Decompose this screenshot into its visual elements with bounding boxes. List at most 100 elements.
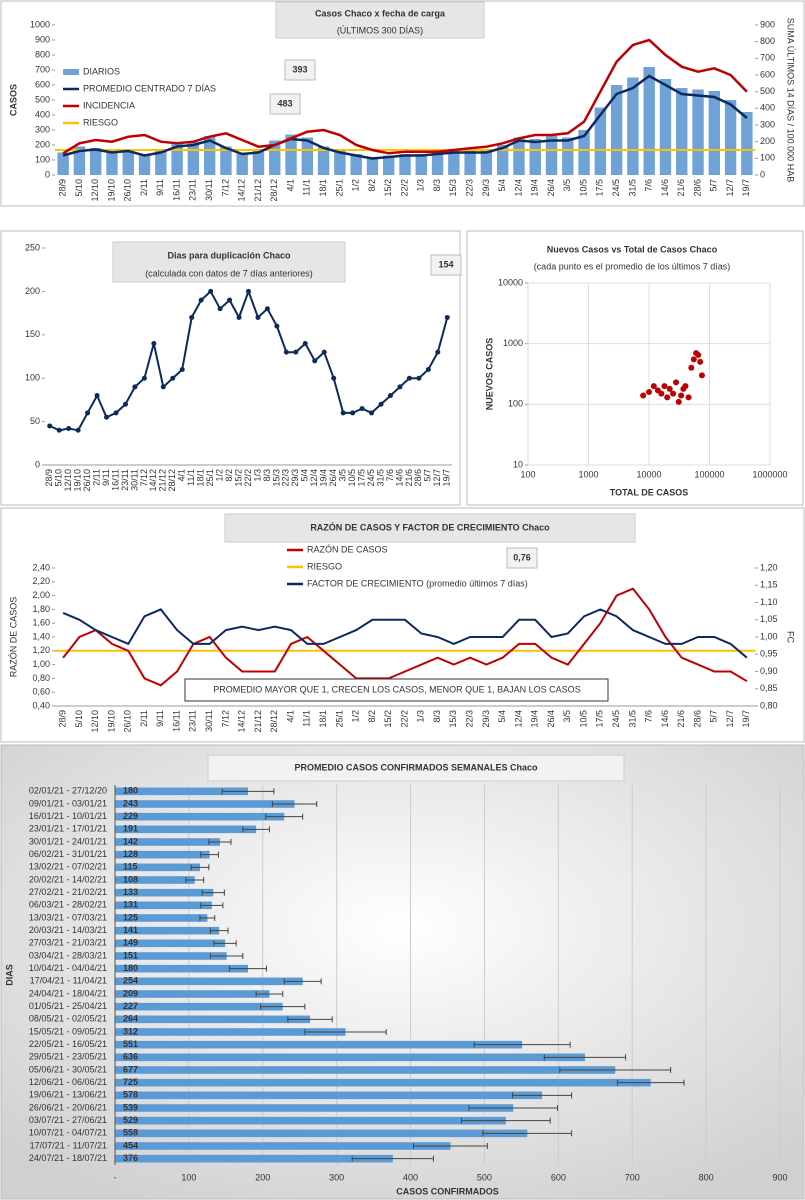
bar <box>187 142 200 175</box>
legend-label: PROMEDIO CENTRADO 7 DÍAS <box>83 83 216 93</box>
value-label: 227 <box>123 1001 138 1011</box>
x-tick-label: 19/10 <box>106 710 116 733</box>
x-tick-label: 7/12 <box>220 179 230 197</box>
marker <box>397 384 403 390</box>
bar <box>562 137 574 175</box>
x-tick-label: 29/3 <box>290 469 300 487</box>
x-tick-label: 12/4 <box>513 179 523 197</box>
point <box>661 383 668 390</box>
yticks-label: 600 <box>35 79 50 89</box>
yticks-label: 400 <box>35 109 50 119</box>
x-tick-label: 21/6 <box>676 179 686 197</box>
x-tick-label: 5/4 <box>497 710 507 723</box>
point <box>690 356 697 363</box>
x-tick-label: 2/11 <box>91 469 101 486</box>
y-tick-label: 26/06/21 - 20/06/21 <box>29 1102 107 1112</box>
y-tick-label: 15/05/21 - 09/05/21 <box>29 1026 107 1036</box>
marker <box>264 306 270 312</box>
x-tick-label: 26/10 <box>123 179 133 202</box>
x-tick-label: 17/5 <box>356 469 366 487</box>
bar <box>545 136 558 175</box>
legend-label: INCIDENCIA <box>83 100 135 110</box>
x-tick-label: 7/12 <box>220 710 230 728</box>
x-tick-label: 22/2 <box>243 469 253 487</box>
x-tick-label: 22/3 <box>464 710 474 728</box>
x-tick-label: 22/3 <box>281 469 291 487</box>
annotation-box <box>269 93 301 115</box>
point <box>698 372 705 379</box>
x-tick-label: 28/9 <box>44 469 54 487</box>
x-tick-label: 4/1 <box>177 469 187 482</box>
chart-subtitle: (ÚLTIMOS 300 DÍAS) <box>337 25 423 35</box>
x-tick-label: 22/2 <box>399 179 409 197</box>
x-tick-label: 12/7 <box>725 710 735 728</box>
point <box>685 394 692 401</box>
bar <box>529 139 541 175</box>
x-tick-label: 800 <box>699 1172 714 1182</box>
y2ticks-label: 1,00 <box>760 631 778 641</box>
y-tick-label: 09/01/21 - 03/01/21 <box>29 798 107 808</box>
yticks-label: 2,00 <box>32 590 50 600</box>
value-label: 115 <box>123 862 138 872</box>
marker <box>331 375 337 381</box>
point <box>673 379 680 386</box>
x-tick-label: 21/12 <box>253 710 263 733</box>
value-label: 243 <box>123 798 138 808</box>
marker <box>104 414 110 420</box>
yticks-label: 1,60 <box>32 618 50 628</box>
data-line <box>62 608 748 659</box>
x-tick-label: 28/6 <box>413 469 423 487</box>
bar <box>269 140 281 175</box>
point <box>646 388 652 395</box>
yticks-label: 250 <box>25 242 40 252</box>
y2ticks-label: 0,85 <box>760 683 778 693</box>
x-tick-label: 5/7 <box>709 710 719 723</box>
value-label: 125 <box>123 912 138 922</box>
bar <box>115 939 226 948</box>
note-box <box>184 678 609 702</box>
x-tick-label: 1/2 <box>214 469 224 482</box>
yticks-label: 900 <box>35 34 50 44</box>
x-tick-label: 28/12 <box>269 710 279 733</box>
legend-label: RIESGO <box>307 561 342 571</box>
yticks-label: 0 <box>45 169 50 179</box>
x-tick-label: 22/2 <box>399 710 409 728</box>
x-axis-label: CASOS CONFIRMADOS <box>396 1186 499 1196</box>
x-tick-label: 14/12 <box>237 179 247 202</box>
x-tick-label: 16/11 <box>110 469 120 491</box>
chart-title: PROMEDIO CASOS CONFIRMADOS SEMANALES Cha… <box>294 762 538 772</box>
x-tick-label: 28/12 <box>167 469 177 492</box>
y-tick-label: 05/06/21 - 30/05/21 <box>29 1064 107 1074</box>
x-tick-label: 26/4 <box>328 469 338 487</box>
legend-label: RIESGO <box>83 117 118 127</box>
y-tick-label: 06/02/21 - 31/01/21 <box>29 849 107 859</box>
x-tick-label: 1/2 <box>351 179 361 192</box>
value-label: 108 <box>123 874 138 884</box>
marker <box>435 349 441 355</box>
bar <box>115 850 210 859</box>
bar <box>115 1002 283 1011</box>
yticks-label: 2,20 <box>32 576 50 586</box>
x-tick-label: 3/5 <box>562 710 572 723</box>
x-tick-label: 22/3 <box>464 179 474 197</box>
x-tick-label: 28/9 <box>58 179 68 197</box>
x-tick-label: 1/3 <box>252 469 262 482</box>
marker <box>47 423 53 429</box>
bar <box>115 901 212 910</box>
x-tick-label: 24/5 <box>366 469 376 487</box>
title-box <box>207 754 625 782</box>
bar <box>115 838 220 846</box>
x-tick-label: 10/5 <box>347 469 357 487</box>
panel <box>466 230 804 506</box>
marker <box>66 426 72 432</box>
point <box>658 390 665 397</box>
y-tick-label: 01/05/21 - 25/04/21 <box>29 1001 107 1011</box>
x-tick-label: 8/3 <box>262 469 272 482</box>
marker <box>113 410 119 416</box>
x-tick-label: 8/3 <box>432 179 442 192</box>
bar <box>610 85 623 175</box>
bar <box>578 130 590 175</box>
value-label: 209 <box>123 988 138 998</box>
x-tick-label: 7/6 <box>644 179 654 192</box>
